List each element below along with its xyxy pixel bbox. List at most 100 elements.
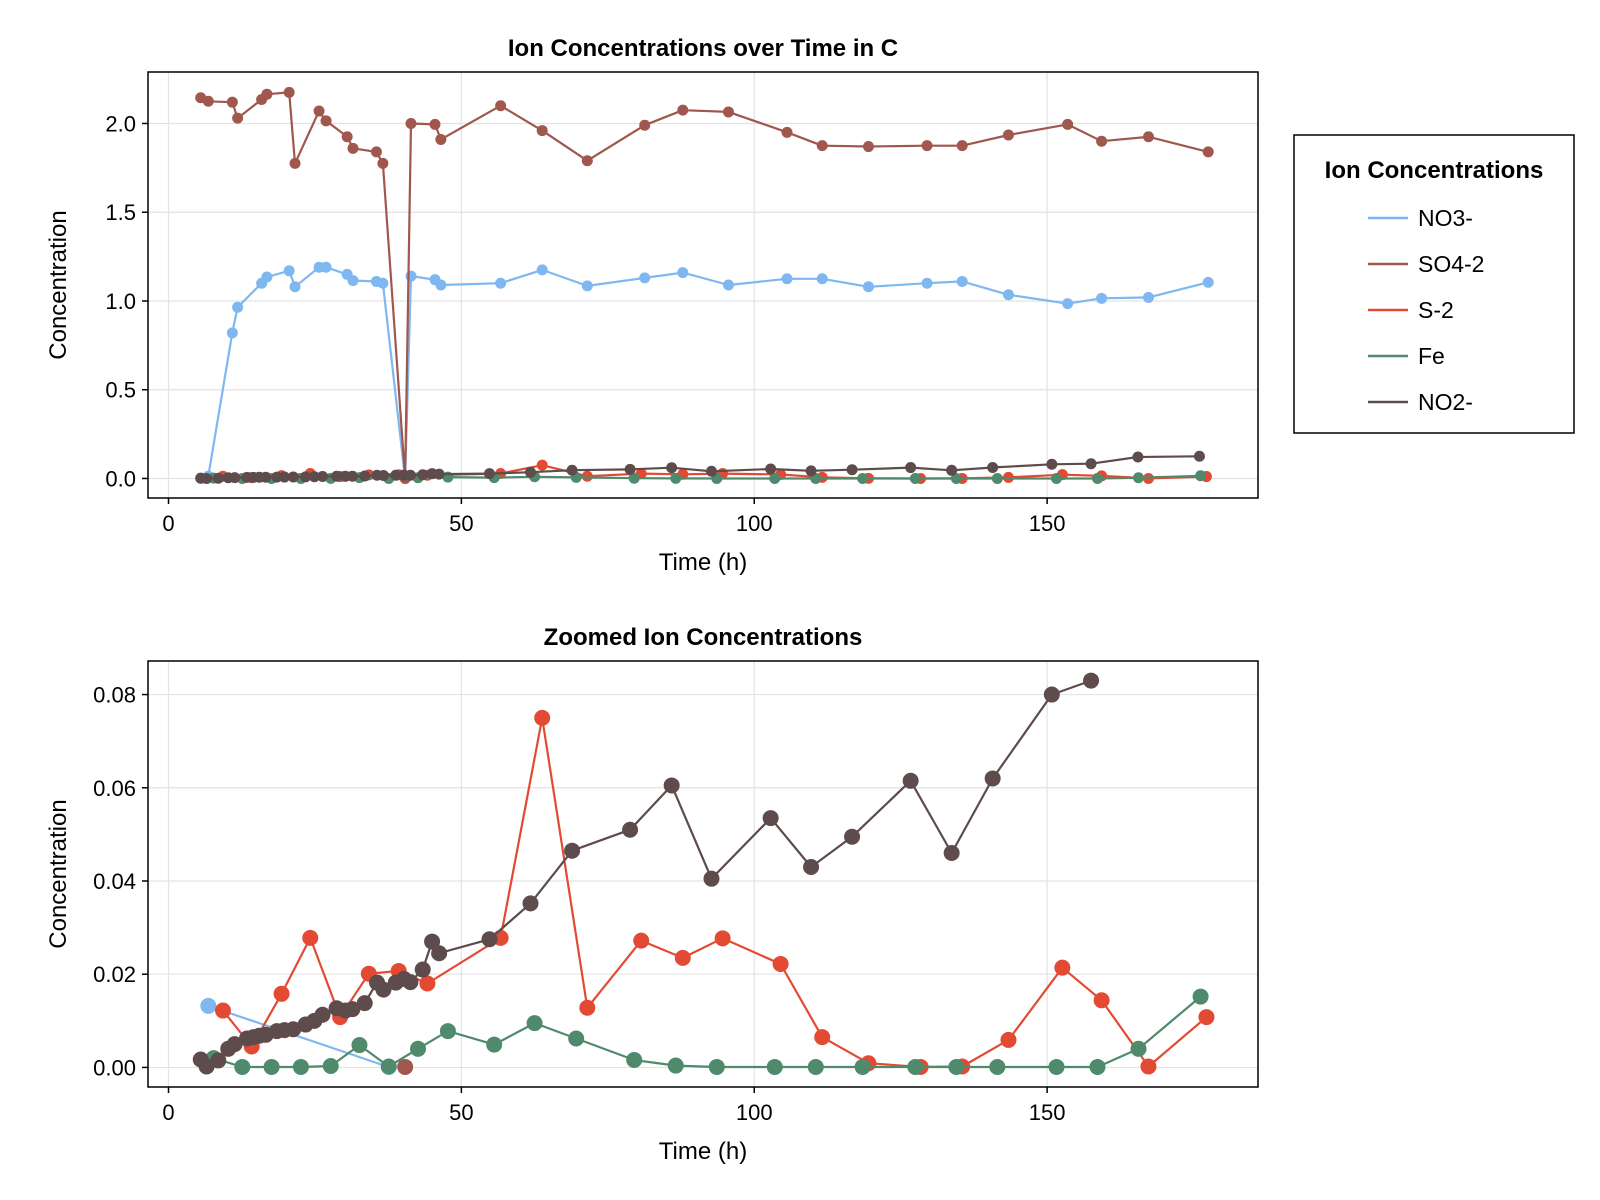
legend-entry-fe: Fe (1368, 343, 1445, 369)
data-point-no2 (624, 463, 636, 475)
data-point-no2 (522, 895, 539, 912)
data-point-no2 (417, 469, 429, 481)
data-point-so4-2 (289, 157, 301, 169)
data-point-no2 (212, 472, 224, 484)
data-point-no3 (226, 327, 238, 339)
data-point-no2 (344, 1001, 361, 1018)
data-point-so4-2 (1142, 131, 1154, 143)
legend-label: Fe (1418, 343, 1445, 369)
data-point-fe (909, 472, 921, 484)
data-point-so4-2 (232, 112, 244, 124)
data-point-no2 (1083, 672, 1100, 689)
data-point-no2 (287, 471, 299, 483)
data-point-so4-2 (429, 118, 441, 130)
data-point-no2 (431, 945, 448, 962)
data-point-no2 (346, 470, 358, 482)
data-point-so4-2 (370, 146, 382, 158)
data-point-so4-2 (397, 1058, 414, 1075)
data-point-no3 (1096, 292, 1108, 304)
data-point-no3 (232, 301, 244, 313)
y-axis-label: Concentration (45, 799, 72, 948)
data-point-no2 (666, 462, 678, 474)
data-point-no2 (414, 961, 431, 978)
data-point-no2 (943, 845, 960, 862)
data-point-no2 (805, 465, 817, 477)
data-point-no2 (285, 1021, 302, 1038)
data-point-no2 (1085, 458, 1097, 470)
data-point-no2 (946, 464, 958, 476)
series-line-no3 (200, 266, 1209, 480)
x-tick-label: 100 (736, 511, 773, 536)
data-point-s-2 (419, 975, 436, 992)
data-point-no3 (1202, 276, 1214, 288)
data-point-no3 (536, 264, 548, 276)
data-point-no2 (703, 870, 720, 887)
data-point-no2 (308, 471, 320, 483)
data-point-no2 (762, 810, 779, 827)
data-point-fe (322, 1058, 339, 1075)
data-point-no3 (639, 272, 651, 284)
data-point-no2 (300, 471, 312, 483)
y-tick-label: 0.5 (105, 378, 136, 403)
data-point-fe (1195, 470, 1207, 482)
data-point-so4-2 (921, 140, 933, 152)
data-point-no3 (1062, 298, 1074, 310)
y-tick-label: 0.0 (105, 466, 136, 491)
plot-frame (147, 660, 1259, 1088)
data-point-no2 (317, 470, 329, 482)
x-tick-label: 100 (736, 1100, 773, 1125)
data-point-no3 (1002, 289, 1014, 301)
data-point-no3 (200, 997, 217, 1014)
series-so4-2 (195, 86, 1214, 484)
data-point-s-2 (714, 930, 731, 947)
data-point-fe (991, 472, 1003, 484)
data-point-s-2 (772, 955, 789, 972)
data-point-fe (351, 1037, 368, 1054)
data-point-so4-2 (202, 95, 214, 107)
data-point-no2 (390, 469, 402, 481)
data-point-so4-2 (435, 133, 447, 145)
legend-label: NO2- (1418, 389, 1473, 415)
data-point-no2 (402, 974, 419, 991)
data-point-s-2 (579, 999, 596, 1016)
plot-area (192, 672, 1215, 1075)
data-point-no2 (278, 471, 290, 483)
y-tick-label: 0.00 (93, 1055, 136, 1080)
data-point-no3 (289, 281, 301, 293)
data-point-no3 (1142, 291, 1154, 303)
data-point-no2 (314, 1006, 331, 1023)
data-point-fe (526, 1015, 543, 1032)
legend-box (1293, 134, 1575, 434)
data-point-fe (626, 1051, 643, 1068)
data-point-fe (989, 1058, 1006, 1075)
data-point-no2 (377, 470, 389, 482)
data-point-so4-2 (261, 88, 273, 100)
data-point-s-2 (1140, 1058, 1157, 1075)
legend-label: NO3- (1418, 205, 1473, 231)
data-point-so4-2 (956, 140, 968, 152)
data-point-no2 (359, 470, 371, 482)
data-point-so4-2 (1202, 146, 1214, 158)
data-point-no2 (902, 772, 919, 789)
data-point-no3 (722, 279, 734, 291)
data-point-fe (1092, 472, 1104, 484)
data-point-no2 (803, 859, 820, 876)
data-point-fe (950, 472, 962, 484)
series-line-s-2 (222, 716, 1208, 1069)
data-point-so4-2 (347, 142, 359, 154)
data-point-s-2 (814, 1029, 831, 1046)
series-s-2 (214, 709, 1215, 1075)
y-tick-label: 0.08 (93, 683, 136, 708)
data-point-so4-2 (320, 115, 332, 127)
y-tick-label: 0.04 (93, 869, 136, 894)
legend-label: S-2 (1418, 297, 1454, 323)
data-point-fe (380, 1058, 397, 1075)
x-tick-label: 50 (449, 511, 473, 536)
data-point-so4-2 (639, 119, 651, 131)
data-point-no2 (984, 770, 1001, 787)
data-point-no2 (226, 1036, 243, 1053)
data-point-s-2 (1198, 1009, 1215, 1026)
series-so4-2 (397, 1058, 414, 1075)
data-point-no2 (271, 471, 283, 483)
chart-title: Zoomed Ion Concentrations (544, 624, 863, 651)
